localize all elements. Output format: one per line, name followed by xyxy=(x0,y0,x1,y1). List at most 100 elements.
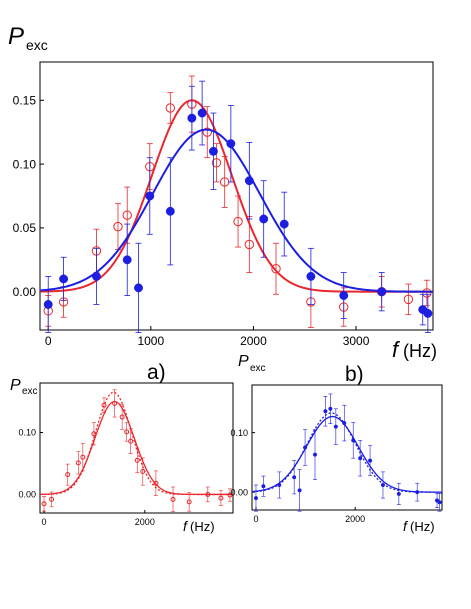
main-plot-frame xyxy=(39,61,434,331)
inset-a-y-axis-label: P xyxy=(10,377,21,394)
inset-b-series-blue-point xyxy=(303,445,308,450)
main-panel: P exc f (Hz) 0 1000 2000 3000 0.00 0.05 0.10 0.… xyxy=(8,23,437,362)
main-series-red-point xyxy=(165,103,176,113)
inset-b-panel: P exc b) f (Hz) 0 2000 0.00 0.10 xyxy=(230,353,443,534)
main-series-blue-point xyxy=(423,308,433,318)
inset-b-plot-area: 0 2000 0.00 0.10 xyxy=(230,393,442,524)
inset-a-series-red-point xyxy=(227,492,233,498)
inset-b-x-axis-label-unit: (Hz) xyxy=(410,519,435,534)
main-series-red-point xyxy=(233,216,243,227)
inset-b-series-blue-point xyxy=(415,490,420,495)
inset-a-panel-label: a) xyxy=(147,361,166,384)
inset-b-series-blue-point xyxy=(328,406,333,411)
inset-b-series-blue-point xyxy=(312,452,318,457)
main-series-blue-point xyxy=(91,271,101,281)
main-series-blue-point xyxy=(377,287,387,297)
main-y-axis-label-subscript: exc xyxy=(26,37,48,53)
inset-a-panel: P exc a) f (Hz) 0 2000 0.00 0.10 xyxy=(10,361,234,534)
main-x-tick-label: 0 xyxy=(45,334,52,348)
main-plot-area: 0 1000 2000 3000 0.00 0.05 0.10 0.15 xyxy=(13,75,433,348)
inset-b-y-tick-label: 0.10 xyxy=(230,428,248,438)
inset-a-series-red-point xyxy=(218,495,224,501)
inset-a-series-red-point xyxy=(153,480,159,486)
main-x-axis-label-f: f xyxy=(392,337,401,362)
main-series-blue-point xyxy=(59,274,69,284)
inset-b-y-axis-label-subscript: exc xyxy=(250,363,266,374)
main-series-blue-point xyxy=(306,271,316,281)
inset-b-plot-frame xyxy=(251,384,443,511)
inset-a-series-red-point xyxy=(49,496,55,502)
main-y-tick-label: 0.05 xyxy=(13,221,37,235)
main-series-red-point xyxy=(122,210,132,220)
inset-b-series-blue-point xyxy=(323,409,328,414)
inset-a-series-red-point xyxy=(101,402,107,408)
inset-a-x-axis-label-unit: (Hz) xyxy=(190,519,215,534)
inset-b-series-blue-point xyxy=(277,482,282,488)
main-series-red-point xyxy=(422,288,432,298)
inset-b-series-blue-point xyxy=(351,438,356,443)
main-series-blue-point xyxy=(197,108,207,118)
main-series-blue-point xyxy=(145,191,155,201)
main-series-blue-point xyxy=(226,139,236,149)
inset-a-x-tick-label: 0 xyxy=(42,517,47,527)
inset-a-x-tick-label: 2000 xyxy=(135,517,155,527)
main-series-blue-point xyxy=(208,146,218,156)
inset-b-series-blue-point xyxy=(437,500,442,505)
inset-b-series-blue-point xyxy=(297,488,302,493)
inset-a-series-red-point xyxy=(128,438,134,444)
inset-b-series-blue-point xyxy=(292,475,297,480)
inset-a-y-axis-label-subscript: exc xyxy=(22,386,38,397)
inset-a-series-red-point xyxy=(186,499,192,505)
main-y-tick-label: 0.15 xyxy=(13,93,37,107)
inset-a-plot-frame xyxy=(39,382,234,514)
main-x-axis-label-unit: (Hz) xyxy=(403,341,437,361)
main-y-axis-label: P xyxy=(8,23,24,50)
main-series-red-point xyxy=(113,221,123,232)
main-series-red-point xyxy=(271,264,281,274)
inset-a-plot-area: 0 2000 0.00 0.10 xyxy=(18,389,233,527)
main-series-blue-point xyxy=(187,113,197,123)
main-series-blue-point xyxy=(339,291,349,300)
inset-a-series-red-fit-curve xyxy=(40,400,233,496)
inset-a-series-red-point xyxy=(65,472,71,478)
main-series-red-point xyxy=(202,127,212,137)
main-series-red-point xyxy=(403,294,414,305)
inset-b-series-blue-point xyxy=(333,424,338,429)
inset-b-series-blue-point xyxy=(253,496,259,501)
main-series-blue-point xyxy=(244,176,254,186)
inset-a-y-tick-label: 0.10 xyxy=(18,428,36,438)
inset-a-series-red-point xyxy=(91,431,97,437)
inset-b-x-tick-label: 0 xyxy=(253,514,258,524)
main-series-blue-point xyxy=(259,214,269,224)
inset-b-x-tick-label: 2000 xyxy=(345,514,365,524)
inset-b-series-blue-point xyxy=(358,456,363,461)
main-series-red-point xyxy=(211,158,222,168)
inset-a-y-tick-label: 0.00 xyxy=(18,490,36,500)
main-series-red-fit-curve xyxy=(40,99,433,293)
main-y-tick-label: 0.10 xyxy=(13,157,37,171)
inset-a-series-red-point xyxy=(124,429,130,435)
main-series-blue-point xyxy=(122,255,132,265)
inset-a-series-red-point xyxy=(75,460,81,466)
main-series-blue-point xyxy=(43,300,53,309)
main-x-tick-label: 2000 xyxy=(240,334,267,348)
inset-a-series-red-point xyxy=(134,457,140,463)
inset-b-series-blue-point xyxy=(261,484,266,489)
main-series-blue-point xyxy=(279,219,289,229)
inset-a-series-red-point xyxy=(112,400,118,406)
inset-b-panel-label: b) xyxy=(345,363,364,386)
inset-b-series-blue-point xyxy=(368,458,373,463)
inset-b-y-tick-label: 0.00 xyxy=(230,487,248,497)
main-series-blue-fit-curve xyxy=(40,128,433,293)
inset-a-series-red-alt-fit-curve xyxy=(40,391,233,496)
main-x-tick-label: 1000 xyxy=(137,334,164,348)
inset-a-series-red-point xyxy=(140,469,146,475)
main-y-tick-label: 0.00 xyxy=(13,285,37,299)
main-series-red-point xyxy=(244,239,255,250)
inset-a-x-axis-label-f: f xyxy=(183,518,189,534)
inset-b-series-blue-point xyxy=(396,491,401,496)
inset-b-series-blue-point xyxy=(342,421,347,426)
main-series-blue-point xyxy=(134,283,143,293)
inset-a-series-red-point xyxy=(170,496,176,502)
